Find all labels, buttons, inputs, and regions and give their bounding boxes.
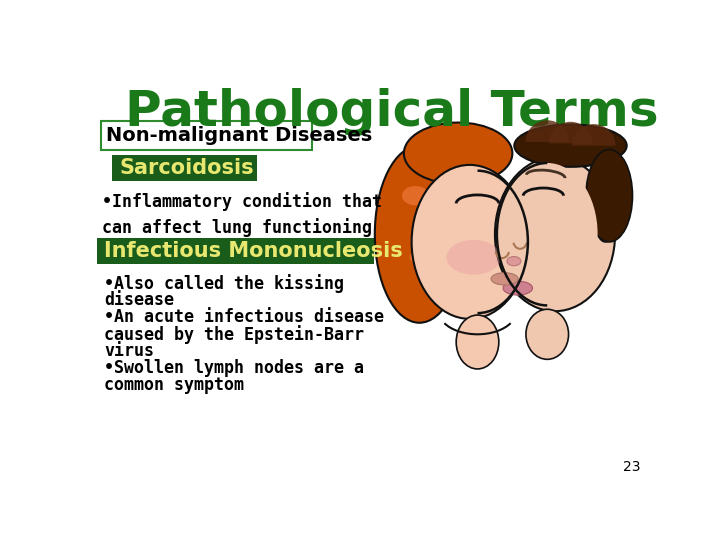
Ellipse shape [410,251,429,264]
Ellipse shape [497,163,598,306]
Wedge shape [526,120,569,142]
Text: •Inflammatory condition that
can affect lung functioning: •Inflammatory condition that can affect … [102,192,382,237]
Ellipse shape [402,186,429,205]
Ellipse shape [526,309,569,359]
Text: disease: disease [104,291,174,309]
Ellipse shape [598,219,613,242]
Text: Pathological Terms: Pathological Terms [125,88,659,136]
Ellipse shape [507,256,521,266]
Ellipse shape [375,146,464,323]
FancyBboxPatch shape [97,238,374,264]
Ellipse shape [586,150,632,242]
Wedge shape [572,124,616,146]
Text: common symptom: common symptom [104,376,244,394]
Text: virus: virus [104,342,154,360]
Ellipse shape [427,171,528,313]
Text: •Swollen lymph nodes are a: •Swollen lymph nodes are a [104,359,364,377]
Ellipse shape [412,165,528,319]
Text: 23: 23 [623,461,640,475]
Ellipse shape [514,125,626,167]
Ellipse shape [404,123,513,184]
Text: caused by the Epstein-Barr: caused by the Epstein-Barr [104,325,364,344]
Ellipse shape [456,195,499,207]
Wedge shape [549,122,593,143]
Ellipse shape [446,240,500,275]
Text: Sarcoidosis: Sarcoidosis [120,158,254,178]
Ellipse shape [503,281,533,295]
Ellipse shape [423,279,438,290]
FancyBboxPatch shape [112,155,258,181]
FancyBboxPatch shape [101,121,312,150]
Text: Non-malignant Diseases: Non-malignant Diseases [106,126,372,145]
Ellipse shape [495,157,615,311]
Text: •An acute infectious disease: •An acute infectious disease [104,308,384,326]
Ellipse shape [523,188,564,199]
Text: •Also called the kissing: •Also called the kissing [104,274,344,293]
Ellipse shape [456,315,499,369]
Ellipse shape [413,219,434,234]
Text: Infectious Mononucleosis: Infectious Mononucleosis [104,241,402,261]
Ellipse shape [491,273,518,285]
